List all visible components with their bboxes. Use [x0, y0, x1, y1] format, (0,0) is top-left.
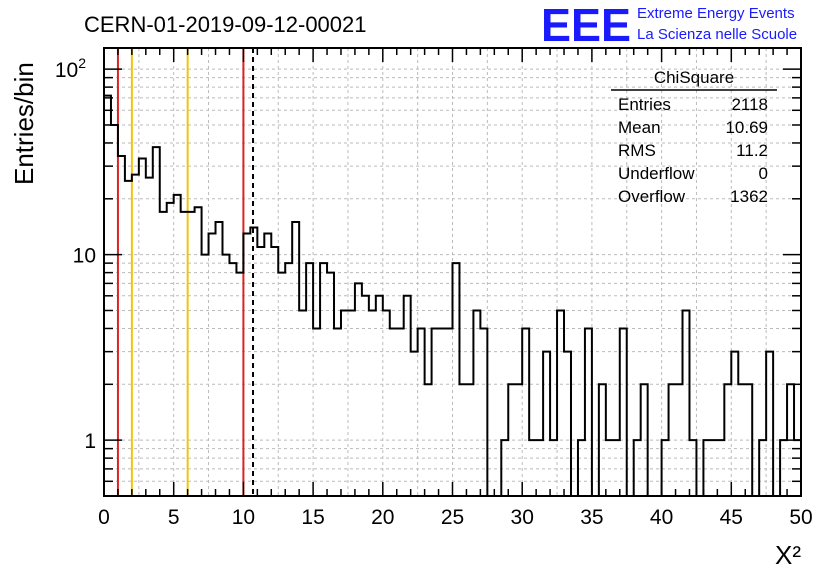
stats-label: Overflow: [618, 187, 686, 206]
eee-logo-line1: Extreme Energy Events: [637, 5, 795, 22]
x-tick-label: 45: [720, 506, 743, 529]
x-tick-label: 50: [789, 506, 812, 529]
stats-value: 1362: [730, 187, 768, 206]
y-tick-label: 1: [84, 430, 96, 453]
eee-logo-mark: EEE: [541, 0, 631, 51]
y-axis-title: Entries/bin: [9, 62, 39, 185]
stats-label: RMS: [618, 141, 656, 160]
y-tick-label: 10: [73, 245, 96, 268]
stats-title: ChiSquare: [654, 68, 734, 87]
axes: [103, 47, 802, 497]
x-tick-label: 15: [301, 506, 324, 529]
x-tick-label: 30: [511, 506, 534, 529]
stats-label: Entries: [618, 95, 671, 114]
stats-box: ChiSquare Entries 2118 Mean 10.69 RMS 11.2 Und…: [611, 68, 777, 206]
x-tick-labels: 0 5 10 15 20 25 30 35 40 45 50: [98, 506, 813, 529]
x-tick-label: 20: [371, 506, 394, 529]
x-tick-label: 35: [580, 506, 603, 529]
stats-rows: Entries 2118 Mean 10.69 RMS 11.2 Underflow 0 Ove…: [618, 95, 768, 206]
x-tick-label: 25: [441, 506, 464, 529]
x-tick-label: 0: [98, 506, 110, 529]
histogram-outline: [104, 94, 801, 497]
x-tick-label: 40: [650, 506, 673, 529]
y-tick-label: 102: [55, 55, 86, 82]
x-axis-title: X²: [775, 540, 801, 570]
reference-lines: [116, 48, 255, 496]
chart-title: CERN-01-2019-09-12-00021: [84, 12, 367, 37]
eee-logo: EEE Extreme Energy Events La Scienza nel…: [541, 0, 797, 51]
stats-value: 10.69: [725, 118, 768, 137]
x-tick-label: 5: [168, 506, 180, 529]
stats-value: 11.2: [736, 141, 768, 160]
stats-label: Mean: [618, 118, 661, 137]
eee-logo-line2: La Scienza nelle Scuole: [637, 26, 797, 43]
stats-value: 2118: [731, 95, 768, 114]
stats-value: 0: [759, 164, 768, 183]
stats-label: Underflow: [618, 164, 695, 183]
x-tick-label: 10: [232, 506, 255, 529]
y-tick-labels: 1 10 102: [55, 55, 96, 453]
